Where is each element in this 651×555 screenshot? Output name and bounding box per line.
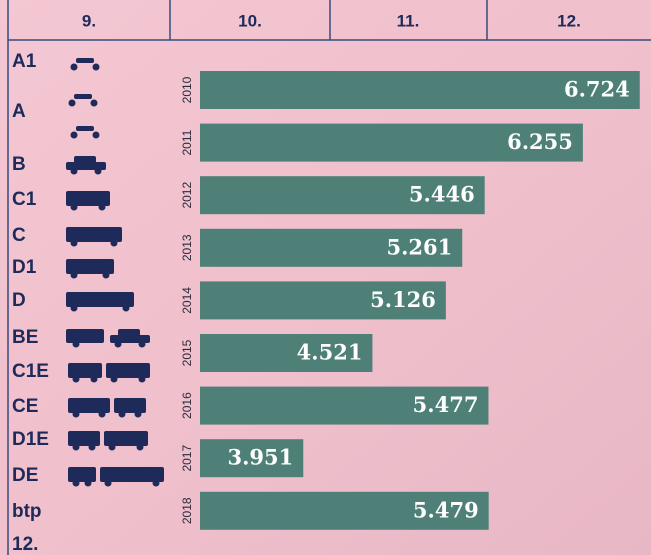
vehicle-icon	[68, 431, 100, 446]
column-header: 12.	[557, 11, 581, 30]
vehicle-icon	[139, 341, 146, 348]
vehicle-icon	[93, 132, 100, 139]
year-label: 2017	[180, 445, 194, 472]
vehicle-icon	[114, 398, 146, 413]
row-label: 12.	[12, 534, 38, 555]
row-label: C	[12, 225, 26, 246]
vehicle-icon	[66, 329, 104, 343]
column-header: 11.	[397, 11, 420, 30]
vehicle-icon	[91, 376, 98, 383]
vehicle-icon	[118, 329, 140, 336]
vehicle-icon	[119, 411, 126, 418]
vehicle-icon	[109, 444, 116, 451]
value-label: 5.446	[409, 182, 475, 207]
vehicle-icon	[105, 480, 112, 487]
vehicle-icon	[91, 100, 98, 107]
vehicle-icon	[71, 64, 78, 71]
vehicle-icon	[135, 411, 142, 418]
year-label: 2016	[180, 392, 194, 419]
vehicle-icon	[68, 363, 102, 378]
vehicle-icon	[69, 100, 76, 107]
vehicle-icon	[137, 444, 144, 451]
vehicle-icon	[106, 363, 150, 378]
chart: 9. 10. 11. 12. A1 A B C1 C D1 D BE C1E CE D1E DE btp 12. 6…	[0, 0, 651, 555]
vehicle-icon	[71, 272, 78, 279]
vehicle-icon	[115, 341, 122, 348]
row-label: A	[12, 101, 26, 122]
year-label: 2014	[180, 287, 194, 314]
value-label: 3.951	[228, 445, 294, 470]
vehicle-icon	[71, 168, 78, 175]
vehicle-icon	[71, 132, 78, 139]
vehicle-icon	[111, 240, 118, 247]
vehicle-icon	[76, 58, 94, 63]
vehicle-icon	[104, 431, 148, 446]
row-label: DE	[12, 465, 38, 486]
year-label: 2012	[180, 182, 194, 209]
row-label: D1E	[12, 429, 49, 450]
vehicle-icon	[123, 305, 130, 312]
vehicle-icon	[73, 341, 80, 348]
year-label: 2018	[180, 497, 194, 524]
value-label: 4.521	[297, 340, 363, 365]
year-label: 2011	[180, 129, 194, 155]
row-label: B	[12, 154, 26, 175]
year-label: 2010	[180, 76, 194, 103]
value-label: 5.477	[413, 392, 479, 417]
vehicle-icon	[71, 305, 78, 312]
row-label: BE	[12, 327, 38, 348]
vehicle-icon	[73, 444, 80, 451]
vehicle-icon	[66, 191, 110, 206]
vehicle-icon	[71, 240, 78, 247]
value-label: 5.261	[386, 234, 452, 259]
vehicle-icon	[153, 480, 160, 487]
vehicle-icon	[66, 292, 134, 307]
vehicle-icon	[85, 480, 92, 487]
vehicle-icon	[68, 398, 110, 413]
vehicle-icon	[89, 444, 96, 451]
vehicle-icon	[103, 272, 110, 279]
year-label: 2015	[180, 339, 194, 366]
vehicle-icon	[68, 467, 96, 482]
value-label: 5.479	[413, 497, 479, 522]
row-label: A1	[12, 51, 37, 72]
year-label: 2013	[180, 234, 194, 261]
vehicle-icon	[100, 467, 164, 482]
vehicle-icon	[93, 64, 100, 71]
value-label: 6.724	[564, 77, 630, 102]
vehicle-icon	[76, 126, 94, 131]
vehicle-icon	[73, 376, 80, 383]
value-label: 5.126	[370, 287, 436, 312]
vehicle-icon	[74, 94, 92, 99]
column-header: 9.	[82, 11, 96, 30]
row-label: CE	[12, 396, 38, 417]
value-label: 6.255	[507, 129, 573, 154]
vehicle-icon	[111, 376, 118, 383]
row-label: C1E	[12, 361, 49, 382]
vehicle-icon	[74, 156, 96, 163]
row-label: D1	[12, 257, 37, 278]
column-header: 10.	[238, 11, 262, 30]
vehicle-icon	[139, 376, 146, 383]
vehicle-icon	[99, 204, 106, 211]
vehicle-icon	[95, 168, 102, 175]
vehicle-icon	[71, 204, 78, 211]
vehicle-icon	[73, 480, 80, 487]
row-label: C1	[12, 189, 37, 210]
vehicle-icon	[73, 411, 80, 418]
row-label: D	[12, 290, 26, 311]
vehicle-icon	[99, 411, 106, 418]
row-label: btp	[12, 501, 42, 522]
